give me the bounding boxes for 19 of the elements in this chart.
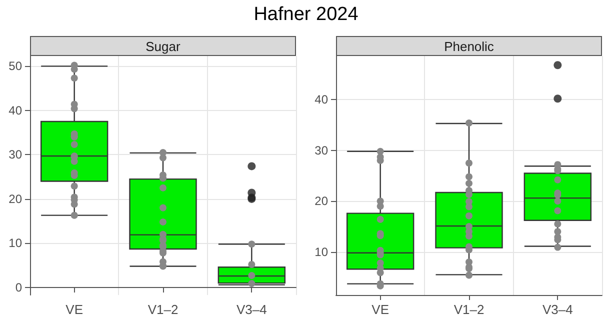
x-tick-label: VE xyxy=(66,302,84,317)
x-tick-label: V3–4 xyxy=(236,302,267,317)
y-tick-label: 20 xyxy=(8,192,22,206)
y-tick-label: 10 xyxy=(8,236,22,250)
x-tick-label: VE xyxy=(372,302,390,317)
y-tick-label: 0 xyxy=(15,280,22,294)
chart-title: Sugar xyxy=(30,36,296,56)
y-tick-label: 30 xyxy=(8,148,22,162)
y-tick-label: 20 xyxy=(314,194,328,208)
text: Hafner 2024 xyxy=(252,4,360,26)
y-tick-label: 30 xyxy=(314,143,328,158)
x-tick-label: V1–2 xyxy=(148,302,178,317)
y-tick-label: 10 xyxy=(314,244,328,259)
chart-title: Phenolic xyxy=(336,36,602,56)
x-tick-label: V1–2 xyxy=(454,302,484,317)
y-tick-label: 40 xyxy=(314,92,328,107)
x-tick-label: V3–4 xyxy=(542,302,573,317)
y-tick-label: 40 xyxy=(8,103,22,118)
y-tick-label: 50 xyxy=(8,59,22,74)
